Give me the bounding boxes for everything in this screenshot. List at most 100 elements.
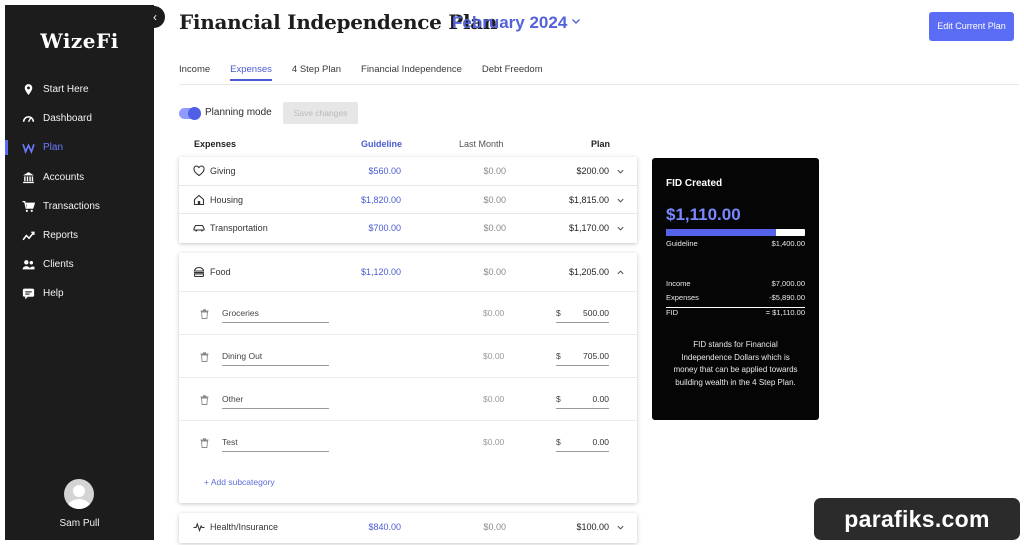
sidebar-nav: Start Here Dashboard Plan Accounts Trans…: [5, 75, 154, 309]
tab-income[interactable]: Income: [179, 64, 211, 75]
sidebar: WizeFi Start Here Dashboard Plan Account…: [5, 5, 154, 540]
chevron-down-icon[interactable]: [616, 224, 625, 233]
sidebar-item-label: Transactions: [43, 200, 100, 212]
guideline-value: $840.00: [368, 522, 401, 532]
expense-row-transportation[interactable]: Transportation $700.00 $0.00 $1,170.00: [179, 214, 637, 243]
expense-group-card: Health/Insurance $840.00 $0.00 $100.00: [179, 513, 637, 543]
last-month-value: $0.00: [483, 522, 506, 532]
plan-value: $1,170.00: [568, 223, 609, 234]
expense-row-health-insurance[interactable]: Health/Insurance $840.00 $0.00 $100.00: [179, 513, 637, 542]
chevron-down-icon[interactable]: [570, 15, 582, 27]
guideline-value: $700.00: [368, 223, 401, 234]
guideline-value: $560.00: [368, 166, 401, 176]
last-month-value: $0.00: [483, 394, 505, 404]
plan-amount-input[interactable]: 705.00: [556, 351, 609, 366]
user-name: Sam Pull: [59, 518, 100, 529]
sidebar-item-label: Start Here: [43, 84, 89, 96]
fid-title: FID Created: [666, 178, 723, 189]
last-month-value: $0.00: [483, 223, 506, 234]
income-label: Income: [666, 279, 691, 288]
trash-icon[interactable]: [200, 438, 209, 448]
chevron-up-icon[interactable]: [616, 268, 625, 277]
trash-icon[interactable]: [200, 395, 209, 405]
sidebar-item-help[interactable]: Help: [5, 279, 154, 308]
sidebar-item-start-here[interactable]: Start Here: [5, 75, 154, 104]
fid-value: = $1,110.00: [765, 308, 805, 317]
sidebar-item-dashboard[interactable]: Dashboard: [5, 104, 154, 133]
last-month-value: $0.00: [483, 267, 506, 277]
fid-divider: [666, 307, 805, 308]
subcategory-name-field[interactable]: Other: [222, 394, 329, 409]
tab-4-step-plan[interactable]: 4 Step Plan: [291, 64, 342, 75]
burger-icon: [193, 266, 205, 278]
fid-summary-panel: FID Created $1,110.00 Guideline $1,400.0…: [652, 158, 819, 420]
people-icon: [22, 258, 35, 271]
watermark: parafiks.com: [814, 498, 1020, 540]
chat-bubble-icon: [22, 287, 35, 300]
expense-row-giving[interactable]: Giving $560.00 $0.00 $200.00: [179, 157, 637, 186]
expense-group-card: Giving $560.00 $0.00 $200.00 Housing $1,…: [179, 157, 637, 243]
guideline-value: $1,400.00: [771, 239, 805, 248]
sidebar-item-label: Dashboard: [43, 113, 92, 125]
heartbeat-icon: [193, 521, 205, 533]
category-name: Health/Insurance: [210, 522, 279, 532]
expense-row-housing[interactable]: Housing $1,820.00 $0.00 $1,815.00: [179, 186, 637, 215]
expenses-label: Expenses: [666, 293, 699, 302]
plan-value: $100.00: [576, 522, 609, 532]
sidebar-item-plan[interactable]: Plan: [5, 133, 154, 162]
last-month-value: $0.00: [483, 351, 505, 361]
category-name: Housing: [210, 194, 244, 205]
plan-amount-input[interactable]: 0.00: [556, 394, 609, 409]
sidebar-item-accounts[interactable]: Accounts: [5, 163, 154, 192]
column-header-guideline: Guideline: [361, 139, 403, 149]
subcategory-row: Dining Out $0.00 $ 705.00: [179, 334, 637, 377]
car-icon: [193, 222, 205, 234]
plan-amount-input[interactable]: 500.00: [556, 308, 609, 323]
avatar[interactable]: [64, 479, 94, 509]
chevron-down-icon[interactable]: [616, 523, 625, 532]
chevron-down-icon[interactable]: [616, 196, 625, 205]
tabs-divider: [179, 84, 1019, 85]
house-icon: [193, 194, 205, 206]
period-selector[interactable]: February 2024: [452, 13, 568, 32]
add-subcategory-link[interactable]: + Add subcategory: [204, 477, 275, 487]
tab-bar: Income Expenses 4 Step Plan Financial In…: [179, 64, 563, 81]
subcategory-name-field[interactable]: Groceries: [222, 308, 329, 323]
wizefi-logo[interactable]: WizeFi: [40, 29, 119, 53]
category-name: Giving: [210, 166, 236, 176]
guideline-value: $1,120.00: [360, 267, 401, 277]
fid-explanation: FID stands for Financial Independence Do…: [673, 340, 798, 387]
sidebar-item-label: Reports: [43, 230, 79, 242]
trash-icon[interactable]: [200, 352, 209, 362]
income-value: $7,000.00: [771, 279, 805, 288]
currency-symbol: $: [556, 394, 561, 404]
collapse-sidebar-button[interactable]: ‹: [145, 6, 165, 28]
tab-financial-independence[interactable]: Financial Independence: [361, 64, 462, 75]
sidebar-item-clients[interactable]: Clients: [5, 250, 154, 279]
expense-row-food[interactable]: Food $1,120.00 $0.00 $1,205.00: [179, 257, 637, 287]
sidebar-item-label: Plan: [43, 142, 64, 154]
sidebar-item-reports[interactable]: Reports: [5, 221, 154, 250]
expense-group-card-food: Food $1,120.00 $0.00 $1,205.00 Groceries…: [179, 253, 637, 503]
planning-mode-toggle[interactable]: [179, 107, 201, 120]
fid-amount: $1,110.00: [666, 205, 741, 224]
subcategory-row: Groceries $0.00 $ 500.00: [179, 291, 637, 334]
subcategory-name-field[interactable]: Test: [222, 437, 329, 452]
page-title: Financial Independence Plan: [179, 10, 498, 34]
chevron-down-icon[interactable]: [616, 167, 625, 176]
save-changes-button[interactable]: Save changes: [283, 102, 358, 124]
subcategory-name-field[interactable]: Dining Out: [222, 351, 329, 366]
edit-current-plan-button[interactable]: Edit Current Plan: [929, 12, 1014, 41]
subcategory-row: Other $0.00 $ 0.00: [179, 377, 637, 420]
fid-progress-bar: [666, 229, 805, 236]
tab-debt-freedom[interactable]: Debt Freedom: [481, 64, 543, 75]
sidebar-item-label: Accounts: [43, 171, 85, 183]
sidebar-item-transactions[interactable]: Transactions: [5, 192, 154, 221]
fid-progress-fill: [666, 229, 777, 236]
guideline-label: Guideline: [666, 239, 698, 248]
plan-value: $1,205.00: [568, 267, 609, 277]
trend-chart-icon: [22, 229, 35, 242]
plan-amount-input[interactable]: 0.00: [556, 437, 609, 452]
trash-icon[interactable]: [200, 309, 209, 319]
tab-expenses[interactable]: Expenses: [230, 64, 272, 81]
